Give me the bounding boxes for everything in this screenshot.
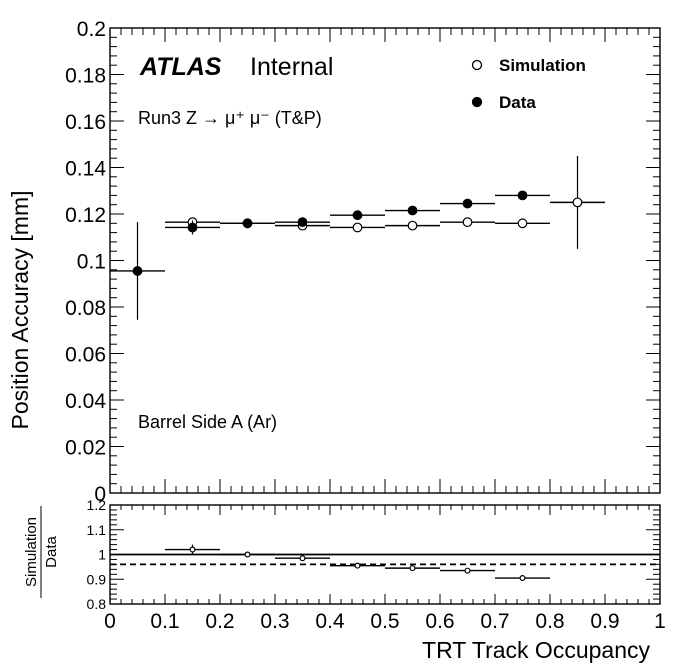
simulation-point [352,222,363,233]
ratio-y-tick-label: 1.2 [87,497,107,513]
x-tick-label: 0 [104,610,116,633]
y-tick-label: 0.1 [77,251,106,274]
main-plot-marks [110,155,605,320]
process-annotation: Run3 Z → μ⁺ μ⁻ (T&P) [138,108,322,128]
ratio-point [354,562,361,569]
y-tick-label: 0.16 [65,111,106,134]
data-point [132,266,143,276]
data-point [297,217,308,228]
region-annotation: Barrel Side A (Ar) [138,412,277,432]
legend-simulation-label: Simulation [499,56,586,75]
y-axis-title: Position Accuracy [mm] [7,190,33,429]
legend-data-label: Data [499,93,536,112]
y-tick-label: 0.18 [65,65,106,88]
x-tick-label: 0.2 [205,610,234,633]
ratio-y-tick-label: 0.9 [87,571,107,587]
ratio-point [464,567,471,574]
internal-label: Internal [250,53,333,81]
data-point [352,210,363,221]
ratio-ylabel-denominator: Data [43,536,60,568]
y-tick-label: 0.08 [65,297,106,320]
x-tick-label: 0.7 [480,610,509,633]
ratio-plot-marks [110,544,660,582]
main-axis-ticks: 0 0.02 0.04 0.06 0.08 0.1 0.12 0.14 0.16 0.18 0.2 [65,18,661,506]
x-tick-label: 0.6 [425,610,454,633]
y-tick-label: 0.06 [65,344,106,367]
y-tick-label: 0 [94,483,106,506]
y-tick-label: 0.02 [65,437,106,460]
ratio-y-axis-title: Simulation Data [23,506,60,598]
data-point [407,205,418,216]
x-tick-label: 0.9 [590,610,619,633]
ratio-point [519,575,526,582]
x-tick-label: 0.3 [260,610,289,633]
y-tick-label: 0.2 [77,18,106,41]
data-point [517,190,528,201]
data-point [462,198,473,209]
legend-simulation-marker [471,59,483,71]
ratio-point [299,555,306,562]
y-tick-label: 0.14 [65,158,106,181]
atlas-label: ATLAS [139,53,222,81]
x-tick-label: 0.5 [370,610,399,633]
legend: Simulation Data [471,56,586,112]
simulation-point [517,218,528,229]
ratio-y-tick-label: 1 [98,547,106,563]
y-tick-label: 0.04 [65,390,106,413]
simulation-point [407,220,418,231]
x-tick-label: 0.1 [150,610,179,633]
ratio-ylabel-numerator: Simulation [23,517,40,587]
x-axis-title: TRT Track Occupancy [422,637,650,663]
ratio-point [189,546,196,553]
ratio-point [244,551,251,558]
simulation-point [572,197,583,208]
x-tick-label: 0.8 [535,610,564,633]
simulation-point [462,217,473,228]
ratio-axis-ticks: 0 0.1 0.2 0.3 0.4 0.5 0.6 0.7 0.8 0.9 1 0.8 0.9 1 1.1 1… [87,497,666,633]
data-point [242,218,253,229]
data-point [187,222,198,233]
x-tick-label: 0.4 [315,610,345,633]
ratio-point [409,565,416,572]
y-tick-label: 0.12 [65,204,106,227]
legend-data-marker [471,96,483,108]
x-tick-label: 1 [654,610,666,633]
ratio-y-tick-label: 1.1 [87,522,107,538]
ratio-y-tick-label: 0.8 [87,596,107,612]
